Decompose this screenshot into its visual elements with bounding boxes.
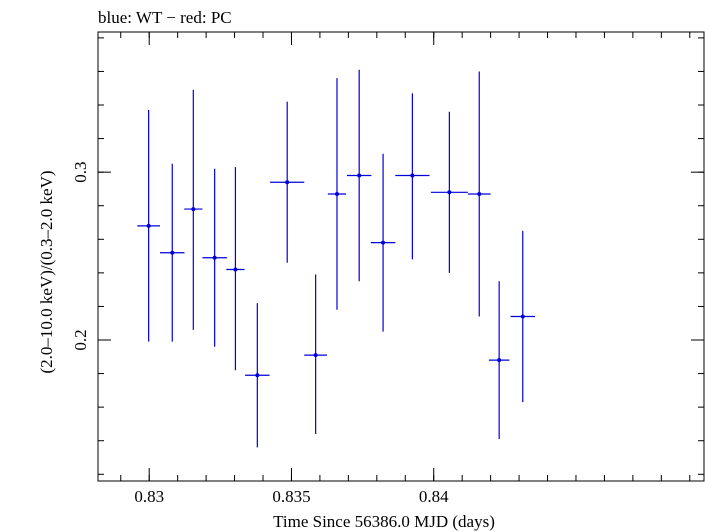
axis-ticks	[98, 32, 704, 481]
chart-title: blue: WT − red: PC	[98, 8, 232, 27]
data-point	[467, 71, 491, 317]
point-marker	[447, 190, 452, 195]
data-point	[488, 281, 510, 440]
point-marker	[191, 207, 196, 212]
point-marker	[520, 314, 525, 319]
data-point	[370, 153, 396, 332]
data-point	[304, 274, 328, 435]
point-marker	[334, 191, 339, 196]
x-tick-label: 0.835	[272, 487, 310, 506]
data-point	[346, 69, 372, 282]
data-point	[226, 167, 245, 371]
point-marker	[381, 240, 386, 245]
data-point	[202, 168, 227, 347]
data-point	[395, 93, 430, 260]
x-tick-label: 0.84	[419, 487, 449, 506]
data-point	[510, 230, 536, 403]
point-marker	[497, 358, 502, 363]
data-point	[327, 78, 347, 310]
point-marker	[212, 255, 217, 260]
x-axis-label: Time Since 56386.0 MJD (days)	[273, 512, 495, 531]
point-marker	[410, 173, 415, 178]
data-point	[184, 89, 203, 330]
point-marker	[233, 267, 238, 272]
data-point	[160, 163, 185, 342]
plot-frame	[97, 31, 705, 482]
point-marker	[313, 353, 318, 358]
point-marker	[170, 250, 175, 255]
data-point	[245, 303, 270, 448]
data-point	[137, 110, 161, 342]
point-marker	[146, 223, 151, 228]
point-marker	[285, 180, 290, 185]
data-point	[430, 111, 468, 273]
y-axis-label: (2.0–10.0 keV)/(0.3–2.0 keV)	[37, 170, 56, 373]
point-marker	[477, 191, 482, 196]
point-marker	[357, 173, 362, 178]
y-tick-label: 0.3	[71, 162, 90, 183]
data-points	[137, 69, 536, 448]
x-tick-label: 0.83	[134, 487, 164, 506]
y-tick-label: 0.2	[71, 329, 90, 350]
axis-tick-labels: 0.83 0.835 0.84 0.2 0.3	[71, 162, 449, 506]
data-point	[270, 101, 305, 263]
point-marker	[255, 373, 260, 378]
